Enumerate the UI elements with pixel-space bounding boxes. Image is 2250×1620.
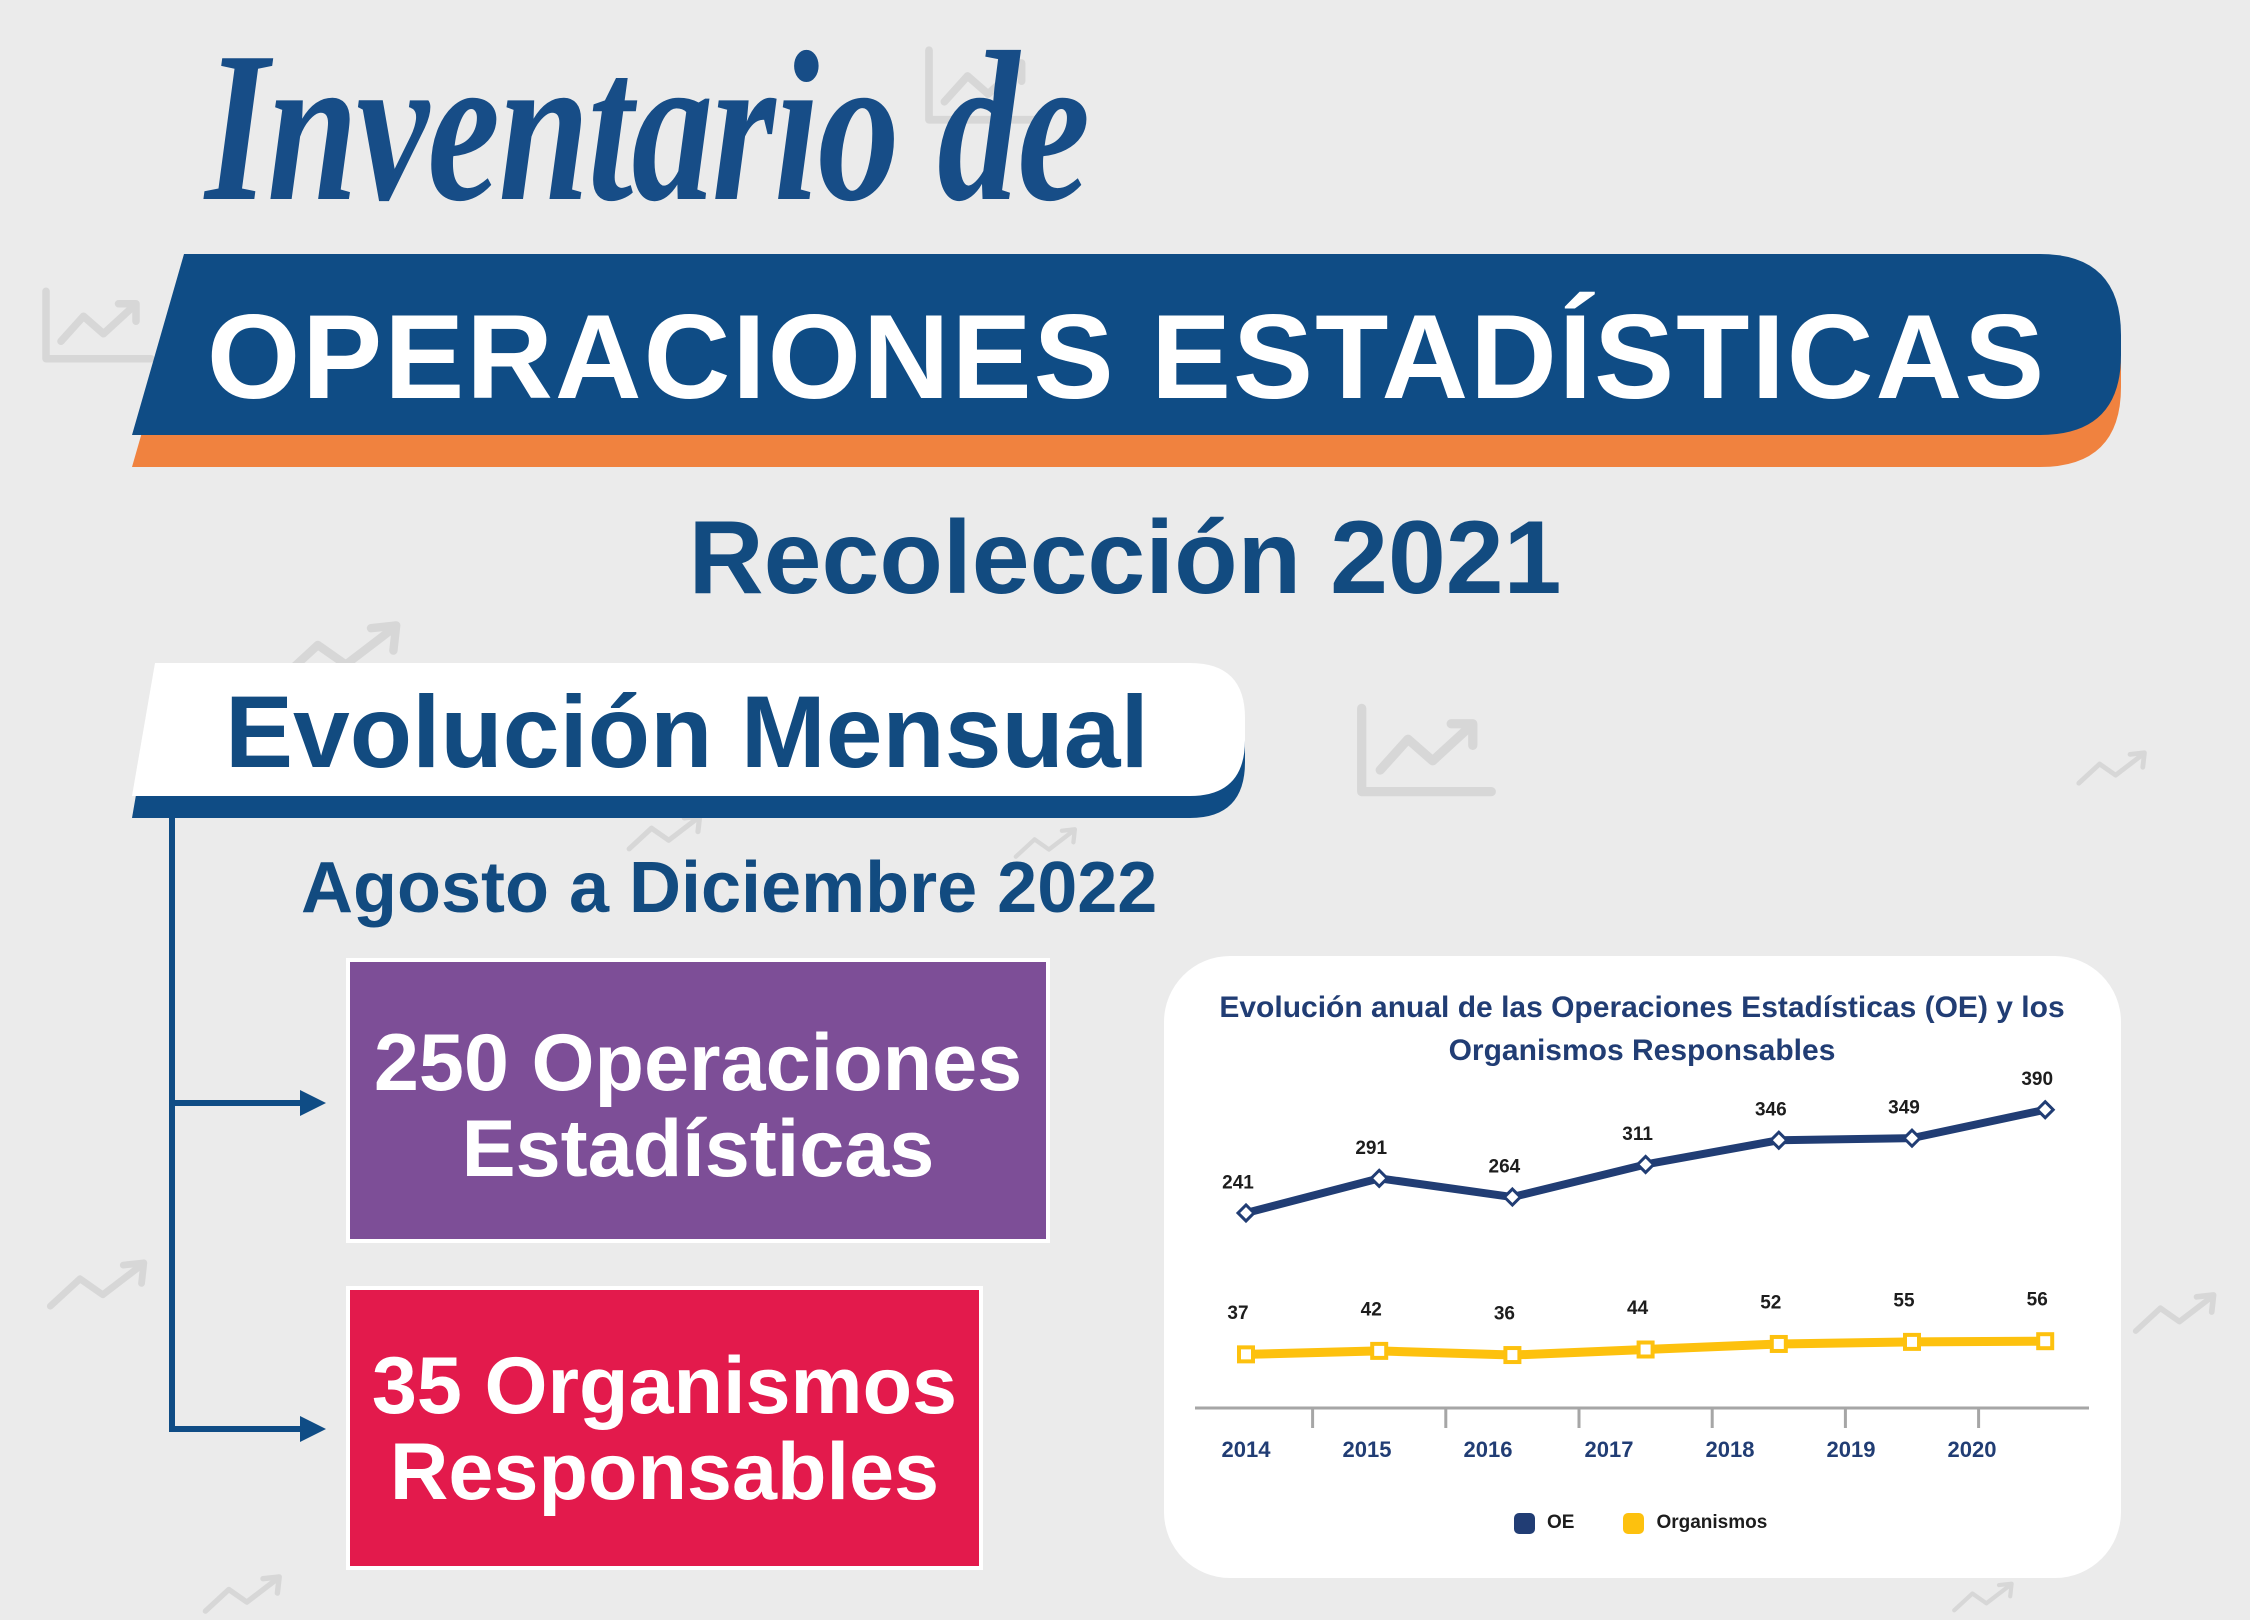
organismos-point: [1903, 1332, 1921, 1351]
x-tick-label: 2017: [1585, 1437, 1634, 1462]
legend-item-oe: OE: [1514, 1512, 1574, 1534]
chart-title: Evolución anual de las Operaciones Estad…: [1219, 991, 2065, 1067]
chart-card: 2014 2015 2016 2017 2018 2019 2020 241 291 264 311…: [1164, 956, 2121, 1578]
legend-label-organismos: Organismos: [1656, 1512, 1768, 1533]
oe-point: [1235, 1202, 1257, 1224]
section-tab-title: Evolución Mensual: [225, 675, 1149, 789]
legend-item-organismos: Organismos: [1623, 1512, 1767, 1534]
oe-data-label: 349: [1888, 1098, 1920, 1119]
x-tick-label: 2015: [1343, 1437, 1392, 1462]
oe-data-label: 390: [2021, 1069, 2053, 1090]
x-tick-label: 2018: [1706, 1437, 1755, 1462]
watermark-trend-icon: [50, 1263, 143, 1306]
watermark-trend-icon: [2136, 1295, 2214, 1331]
organismos-data-label: 55: [1893, 1290, 1915, 1311]
watermark-chart-icon: [1362, 708, 1492, 791]
stat-line2: Estadísticas: [461, 1104, 935, 1194]
arrow-head-icon: [300, 1416, 326, 1442]
watermark-trend-icon: [205, 1577, 279, 1611]
organismos-data-label: 36: [1494, 1304, 1515, 1325]
legend-swatch-oe: [1514, 1512, 1535, 1534]
oe-data-label: 264: [1489, 1157, 1521, 1178]
x-tick-label: 2019: [1827, 1437, 1876, 1462]
organismos-point: [1636, 1340, 1655, 1359]
stat-line1: 250 Operaciones: [373, 1018, 1023, 1108]
organismos-data-label: 42: [1361, 1299, 1382, 1320]
organismos-data-label: 56: [2027, 1290, 2048, 1311]
subtitle: Recolección 2021: [688, 500, 1562, 616]
organismos-point: [1370, 1341, 1389, 1360]
watermark-trend-icon: [281, 625, 396, 678]
oe-point: [1768, 1130, 1789, 1151]
legend-swatch-organismos: [1623, 1512, 1645, 1534]
x-tick-label: 2014: [1222, 1437, 1272, 1462]
script-title: Inventario de: [205, 7, 1090, 246]
connector-line: [169, 815, 306, 1432]
oe-data-label: 291: [1355, 1138, 1387, 1159]
oe-point: [1635, 1154, 1656, 1175]
line-chart: 2014 2015 2016 2017 2018 2019 2020 241 291 264 311…: [1195, 1069, 2089, 1462]
stat-line1: 35 Organismos: [371, 1341, 958, 1431]
period-label: Agosto a Diciembre 2022: [301, 848, 1158, 928]
oe-data-label: 241: [1222, 1172, 1254, 1193]
arrow-head-icon: [300, 1090, 326, 1116]
oe-point: [1502, 1186, 1523, 1208]
banner-title: OPERACIONES ESTADÍSTICAS: [206, 290, 2047, 424]
stat-line2: Responsables: [389, 1427, 940, 1517]
oe-point: [1369, 1168, 1390, 1189]
watermark-trend-icon: [629, 816, 700, 849]
oe-point: [1901, 1128, 1923, 1149]
stat-card-operaciones: 250 Operaciones Estadísticas: [346, 958, 1050, 1243]
organismos-point: [1769, 1334, 1788, 1353]
watermark-trend-icon: [2079, 753, 2145, 783]
watermark-trend-icon: [1954, 1584, 2011, 1611]
x-tick-label: 2016: [1464, 1437, 1513, 1462]
organismos-point: [1503, 1346, 1522, 1365]
stat-card-organismos: 35 Organismos Responsables: [346, 1286, 983, 1570]
x-tick-label: 2020: [1948, 1437, 1997, 1462]
oe-data-label: 346: [1755, 1100, 1787, 1121]
organismos-data-label: 44: [1627, 1298, 1649, 1319]
organismos-point: [1237, 1345, 1255, 1364]
chart-legend: OE Organismos: [1514, 1512, 1767, 1534]
organismos-point: [2036, 1332, 2055, 1351]
oe-point: [2035, 1099, 2056, 1120]
oe-data-label: 311: [1622, 1124, 1653, 1145]
organismos-data-label: 37: [1227, 1303, 1248, 1324]
legend-label-oe: OE: [1547, 1512, 1575, 1533]
organismos-data-label: 52: [1760, 1292, 1781, 1313]
